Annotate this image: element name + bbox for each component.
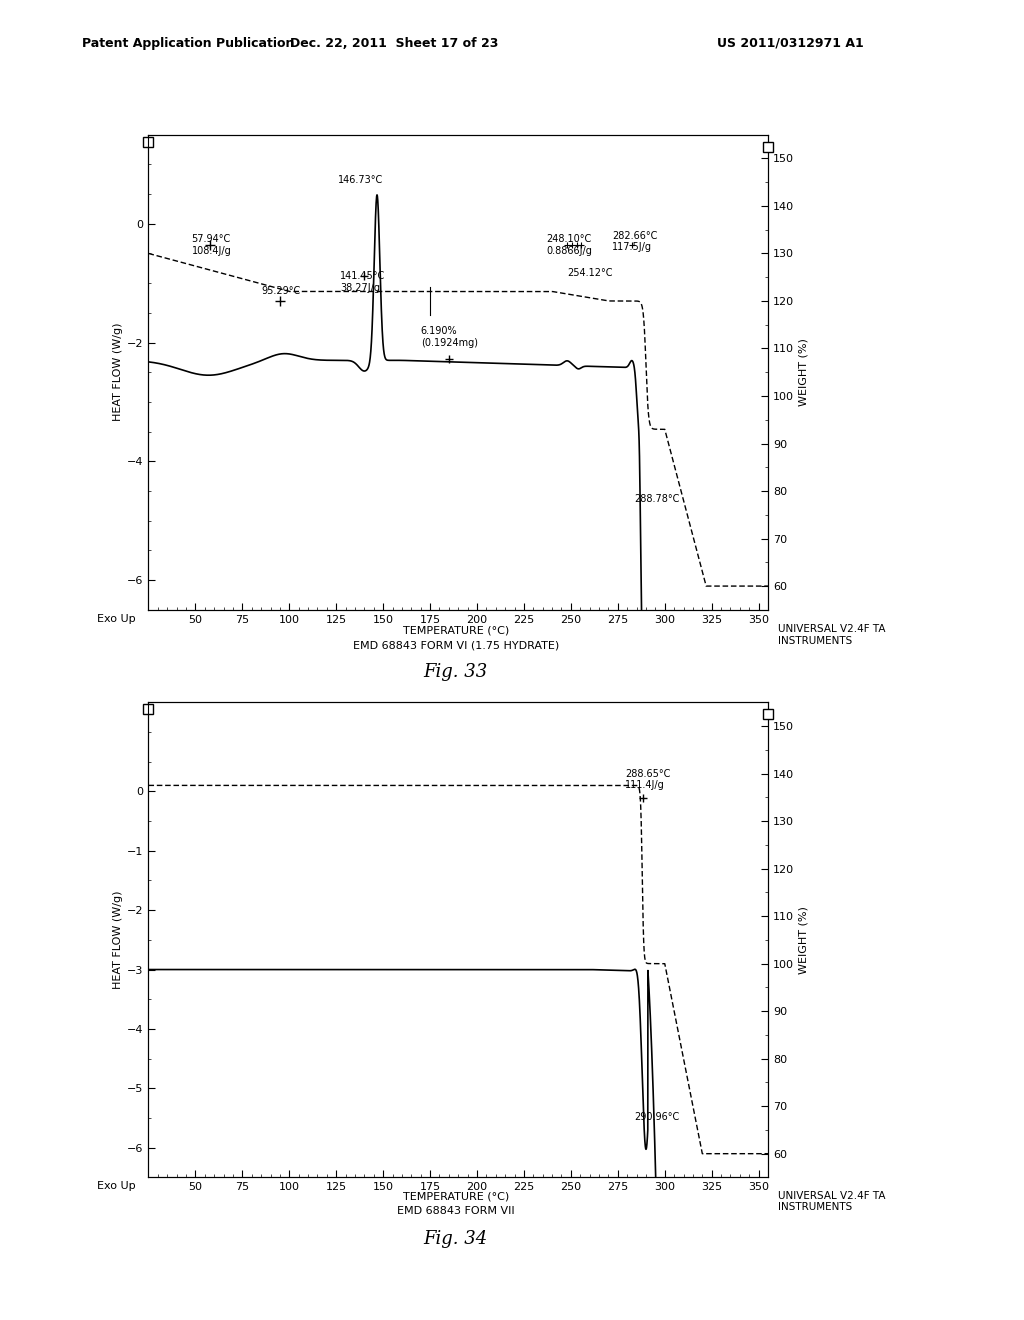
Text: 282.66°C
117.5J/g: 282.66°C 117.5J/g: [612, 231, 657, 252]
Text: EMD 68843 FORM VI (1.75 HYDRATE): EMD 68843 FORM VI (1.75 HYDRATE): [352, 640, 559, 651]
Text: Fig. 33: Fig. 33: [424, 663, 487, 681]
Text: EMD 68843 FORM VII: EMD 68843 FORM VII: [397, 1206, 514, 1217]
Text: Dec. 22, 2011  Sheet 17 of 23: Dec. 22, 2011 Sheet 17 of 23: [290, 37, 499, 50]
Text: Fig. 34: Fig. 34: [424, 1230, 487, 1249]
Text: 290.96°C: 290.96°C: [635, 1111, 680, 1122]
Text: UNIVERSAL V2.4F TA
INSTRUMENTS: UNIVERSAL V2.4F TA INSTRUMENTS: [778, 1191, 886, 1212]
Text: 288.65°C
111.4J/g: 288.65°C 111.4J/g: [626, 768, 671, 791]
Text: 248.10°C
0.8866J/g: 248.10°C 0.8866J/g: [547, 235, 592, 256]
Y-axis label: WEIGHT (%): WEIGHT (%): [798, 906, 808, 974]
Text: 6.190%
(0.1924mg): 6.190% (0.1924mg): [421, 326, 477, 347]
Text: Patent Application Publication: Patent Application Publication: [82, 37, 294, 50]
Text: UNIVERSAL V2.4F TA
INSTRUMENTS: UNIVERSAL V2.4F TA INSTRUMENTS: [778, 624, 886, 645]
Text: 57.94°C
108.4J/g: 57.94°C 108.4J/g: [191, 235, 231, 256]
Y-axis label: HEAT FLOW (W/g): HEAT FLOW (W/g): [113, 891, 123, 989]
Y-axis label: HEAT FLOW (W/g): HEAT FLOW (W/g): [113, 323, 123, 421]
Text: 95.29°C: 95.29°C: [261, 286, 300, 296]
Text: Exo Up: Exo Up: [97, 1181, 136, 1192]
Text: US 2011/0312971 A1: US 2011/0312971 A1: [717, 37, 863, 50]
Text: 254.12°C: 254.12°C: [567, 268, 612, 279]
Text: 288.78°C: 288.78°C: [635, 494, 680, 504]
Text: 146.73°C: 146.73°C: [338, 176, 383, 185]
Text: 141.45°C
38.27J/g: 141.45°C 38.27J/g: [340, 271, 385, 293]
Text: TEMPERATURE (°C): TEMPERATURE (°C): [402, 1192, 509, 1203]
Y-axis label: WEIGHT (%): WEIGHT (%): [798, 338, 808, 407]
Text: Exo Up: Exo Up: [97, 614, 136, 624]
Text: TEMPERATURE (°C): TEMPERATURE (°C): [402, 626, 509, 636]
